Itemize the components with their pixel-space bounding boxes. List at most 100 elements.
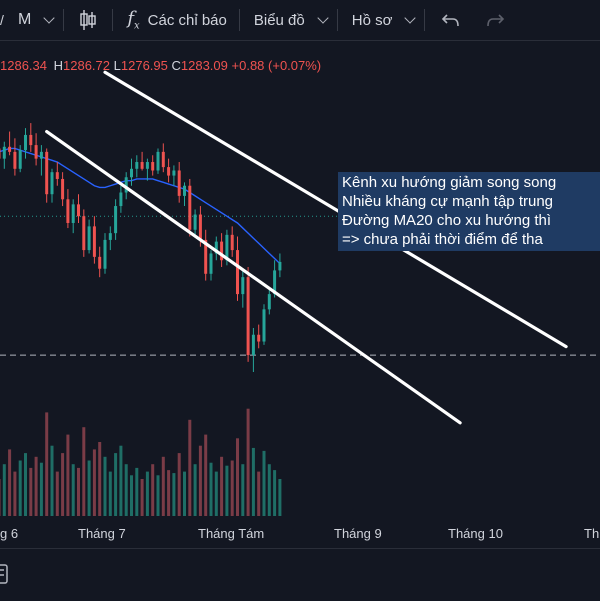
- candle-body: [140, 162, 144, 169]
- volume-bar: [82, 427, 86, 516]
- candle-body: [161, 151, 165, 168]
- candle-body: [172, 170, 176, 176]
- volume-bar: [71, 464, 75, 516]
- candle-body: [214, 241, 218, 254]
- volume-bar: [151, 464, 155, 516]
- volume-bar: [114, 453, 118, 516]
- candle-body: [209, 253, 213, 274]
- candle-body: [119, 192, 123, 207]
- candle-body: [135, 162, 139, 169]
- interval-button[interactable]: M: [10, 0, 31, 40]
- volume-bar: [98, 442, 102, 516]
- ohlc-legend: 1286.34 H1286.72 L1276.95 C1283.09 +0.88…: [0, 58, 321, 73]
- bottom-toolbar: [0, 548, 600, 601]
- candle-body: [82, 216, 86, 251]
- volume-bar: [257, 471, 261, 516]
- volume-bar: [161, 456, 165, 516]
- volume-bar: [130, 475, 133, 516]
- toolbar-divider: [336, 9, 338, 31]
- indicators-button[interactable]: fx Các chỉ báo: [113, 0, 239, 40]
- ruler-icon[interactable]: [0, 563, 14, 585]
- chart-style-button[interactable]: [64, 0, 112, 40]
- candle-body: [50, 172, 54, 195]
- volume-bar: [193, 464, 197, 516]
- volume-bar: [45, 412, 49, 516]
- low-value: 1276.95: [120, 58, 168, 73]
- chart-menu-button[interactable]: Biểu đồ: [240, 0, 337, 40]
- x-tick-label: Tháng 9: [334, 526, 382, 541]
- candle-body: [183, 185, 186, 196]
- annotation-text-box[interactable]: Kênh xu hướng giảm song song Nhiều kháng…: [338, 172, 600, 251]
- candle-body: [236, 250, 239, 295]
- volume-bar: [209, 462, 213, 516]
- volume-bar: [39, 462, 43, 516]
- candle-body: [87, 226, 91, 251]
- candle-body: [278, 261, 282, 271]
- redo-button[interactable]: [475, 0, 515, 40]
- interval-label: M: [18, 11, 32, 28]
- candle-body: [257, 334, 261, 342]
- candle-body: [18, 150, 22, 169]
- volume-bar: [2, 464, 6, 516]
- candle-body: [230, 234, 234, 251]
- price-chart[interactable]: [0, 0, 600, 548]
- candle-body: [24, 134, 27, 151]
- channel-upper-line: [103, 70, 568, 349]
- undo-icon: [442, 14, 460, 27]
- volume-bar: [220, 456, 224, 516]
- open-value: 1286.34: [0, 58, 47, 73]
- candle-body: [220, 241, 224, 261]
- volume-bar: [236, 438, 239, 516]
- candle-body: [98, 256, 102, 269]
- annotation-line: => chưa phải thời điểm để tha: [342, 231, 543, 248]
- candle-body: [246, 277, 250, 356]
- candlestick-icon: [80, 10, 97, 30]
- toolbar-divider: [424, 9, 426, 31]
- time-axis[interactable]: g 6 Tháng 7 Tháng Tám Tháng 9 Tháng 10 T…: [0, 520, 600, 546]
- x-tick-label: Tháng 7: [78, 526, 126, 541]
- undo-button[interactable]: [425, 0, 475, 40]
- toolbar-divider: [63, 9, 65, 31]
- candle-body: [130, 168, 133, 178]
- volume-bar: [177, 453, 181, 516]
- candle-body: [66, 199, 70, 223]
- volume-bar: [198, 445, 202, 516]
- candle-body: [13, 151, 17, 169]
- x-tick-label: Tháng 10: [448, 526, 503, 541]
- volume-bar: [156, 475, 160, 516]
- function-fx-icon: fx: [127, 8, 140, 32]
- candle-body: [267, 294, 271, 310]
- candle-body: [204, 239, 208, 274]
- volume-bar: [145, 471, 149, 516]
- candle-body: [8, 146, 12, 152]
- candle-body: [156, 151, 160, 171]
- candle-body: [177, 170, 181, 196]
- top-toolbar: / M fx Các chỉ báo Biểu đồ Hồ sơ: [0, 0, 600, 41]
- candle-body: [39, 151, 43, 159]
- volume-bar: [135, 467, 139, 516]
- candle-body: [193, 214, 197, 230]
- chart-layout-stub[interactable]: /: [0, 12, 4, 28]
- volume-bar: [262, 450, 266, 516]
- x-tick-label: Tháng Tám: [198, 526, 265, 541]
- volume-bar: [124, 464, 128, 516]
- candle-body: [34, 145, 38, 159]
- candle-body: [241, 277, 245, 295]
- candle-body: [29, 134, 33, 146]
- volume-bar: [24, 453, 27, 516]
- volume-bar: [34, 456, 38, 516]
- candle-body: [124, 177, 128, 193]
- volume-bar: [61, 453, 65, 516]
- volume-bar: [204, 434, 208, 516]
- channel-lower-line: [45, 129, 462, 425]
- volume-bar: [77, 467, 80, 516]
- high-prefix: H: [53, 58, 64, 73]
- volume-bar: [66, 434, 70, 516]
- x-tick-label: Th: [584, 526, 600, 541]
- candle-body: [0, 148, 1, 159]
- candle-body: [114, 206, 118, 234]
- change-value: +0.88 (+0.07%): [231, 58, 322, 73]
- volume-bar: [214, 471, 218, 516]
- candle-body: [251, 334, 255, 356]
- profile-button[interactable]: Hồ sơ: [338, 0, 425, 40]
